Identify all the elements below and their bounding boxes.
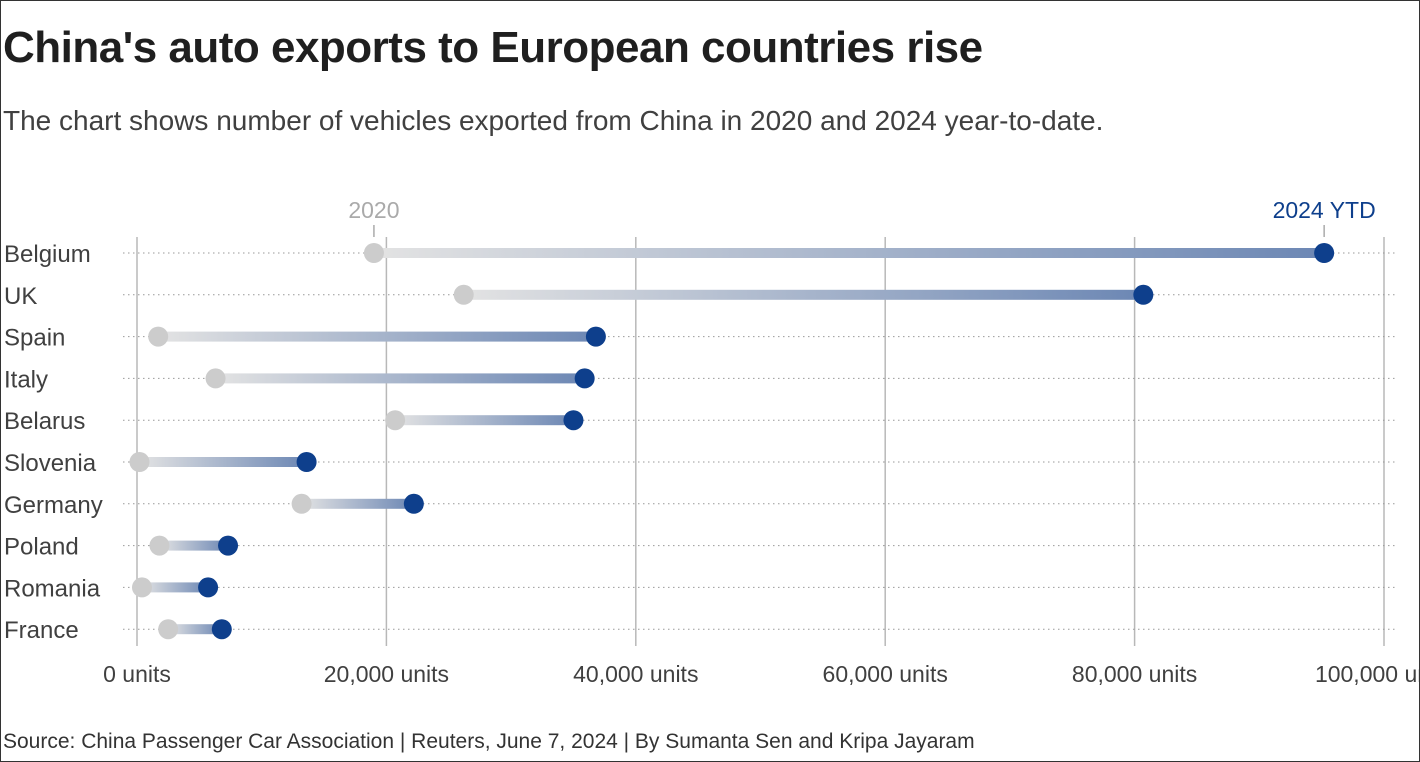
series-label-2020: 2020 <box>348 197 399 223</box>
point-2020 <box>291 493 312 514</box>
category-label: Italy <box>4 366 48 393</box>
point-2024-ytd <box>1133 284 1154 305</box>
dumbbell-connector <box>158 331 596 342</box>
point-2020 <box>158 619 179 640</box>
point-2020 <box>149 535 170 556</box>
point-2024-ytd <box>218 535 239 556</box>
point-2020 <box>385 410 406 431</box>
point-2020 <box>363 243 384 263</box>
category-label: Belarus <box>4 408 85 435</box>
source-note: Source: China Passenger Car Association … <box>3 730 975 753</box>
category-label: Romania <box>4 575 101 602</box>
dumbbell-connector <box>463 289 1144 300</box>
category-label: Belgium <box>4 241 91 268</box>
point-2024-ytd <box>296 452 317 472</box>
point-2020 <box>205 368 226 389</box>
category-label: UK <box>4 283 37 310</box>
point-2020 <box>131 577 152 598</box>
point-2024-ytd <box>585 326 606 347</box>
dumbbell-connector <box>215 373 585 384</box>
category-label: France <box>4 617 79 644</box>
chart-title: China's auto exports to European countri… <box>3 23 983 72</box>
point-2020 <box>453 284 474 305</box>
dumbbell-chart: 2020 2024 YTD Belgium UK Spain Italy Belarus Sl… <box>4 197 1419 687</box>
point-2020 <box>129 452 150 472</box>
chart-subtitle: The chart shows number of vehicles expor… <box>3 105 1104 136</box>
point-2024-ytd <box>574 368 595 389</box>
dumbbell-connector <box>141 582 209 593</box>
dumbbell-connector <box>301 498 414 509</box>
x-tick-label: 40,000 units <box>573 661 698 687</box>
category-label: Germany <box>4 492 103 519</box>
x-tick-label: 0 units <box>103 661 171 687</box>
point-2024-ytd <box>1314 243 1335 263</box>
point-2024-ytd <box>403 493 424 514</box>
series-label-2024-ytd: 2024 YTD <box>1273 197 1376 223</box>
point-2024-ytd <box>198 577 219 598</box>
dumbbell-connector <box>373 248 1325 258</box>
dumbbell-connector <box>395 415 574 426</box>
dumbbell-connector <box>168 624 222 635</box>
category-label: Spain <box>4 325 65 352</box>
x-tick-label: 60,000 units <box>823 661 948 687</box>
dumbbell-connector <box>139 457 307 467</box>
point-2024-ytd <box>211 619 232 640</box>
category-label: Slovenia <box>4 450 97 477</box>
point-2020 <box>148 326 169 347</box>
category-label: Poland <box>4 534 79 561</box>
x-tick-label: 100,000 units <box>1315 661 1419 687</box>
x-tick-label: 80,000 units <box>1072 661 1197 687</box>
x-tick-label: 20,000 units <box>324 661 449 687</box>
dumbbell-connector <box>159 540 229 551</box>
point-2024-ytd <box>563 410 584 431</box>
